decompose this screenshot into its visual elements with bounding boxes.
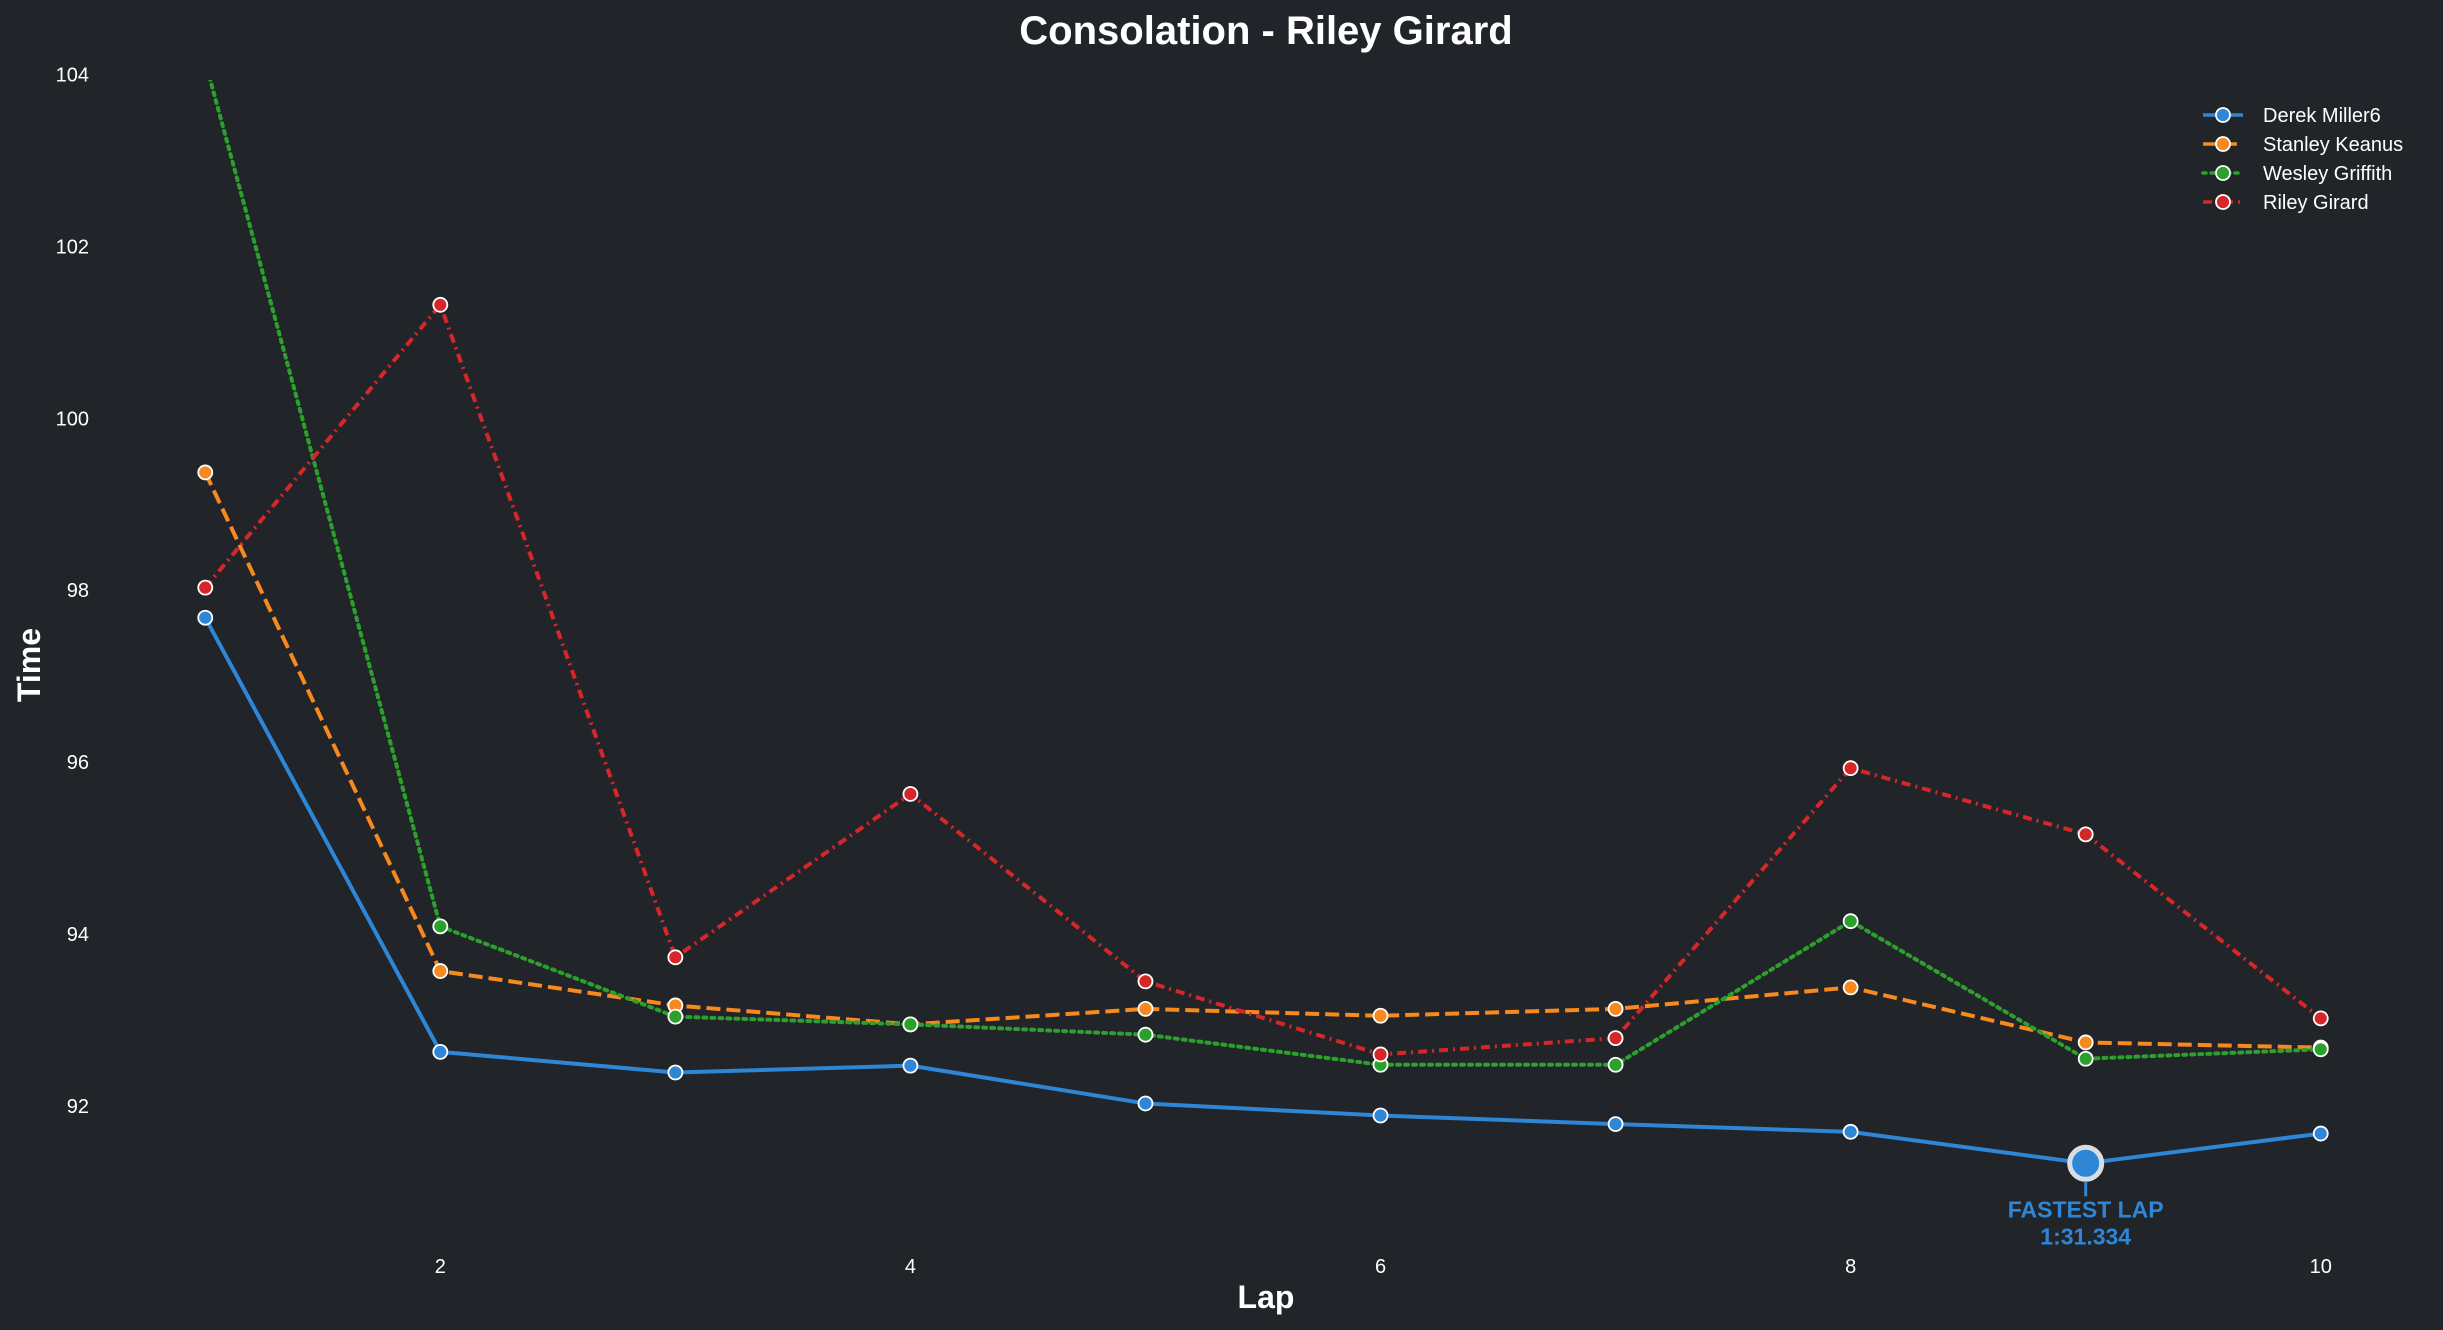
x-axis-label: Lap [1238, 1279, 1295, 1315]
series-layer [197, 80, 2329, 1172]
data-point [1607, 1116, 1624, 1132]
data-point [1137, 1000, 1154, 1017]
x-tick-label: 10 [2310, 1256, 2332, 1278]
y-tick-label: 96 [67, 752, 89, 774]
y-tick-label: 104 [56, 64, 89, 86]
data-point [1607, 1030, 1624, 1047]
data-point [2312, 1010, 2329, 1027]
series-line-wesley-griffith [208, 80, 2323, 1067]
data-point [2312, 1125, 2329, 1142]
data-point [2077, 826, 2094, 843]
data-point [902, 1057, 919, 1074]
data-point [2312, 1041, 2329, 1058]
series-wesley-griffith [208, 80, 2329, 1073]
x-tick-label: 2 [435, 1256, 446, 1278]
data-point [667, 1008, 684, 1025]
legend-label: Derek Miller6 [2263, 105, 2381, 127]
data-point [1137, 973, 1154, 990]
legend-label: Wesley Griffith [2263, 163, 2392, 185]
data-point [1372, 1107, 1389, 1124]
data-point [197, 464, 214, 481]
y-axis-ticks: 92 94 96 98 100 102 104 [56, 64, 89, 1118]
series-riley-girard [197, 296, 2329, 1063]
fastest-lap-marker [2067, 1144, 2105, 1182]
data-point [1842, 760, 1859, 777]
data-point [667, 949, 684, 966]
series-line-stanley-keanus [203, 471, 2321, 1050]
data-point [432, 918, 449, 935]
fastest-lap-time: 1:31.334 [2040, 1223, 2131, 1249]
x-axis-ticks: 2 4 6 8 10 [435, 1256, 2332, 1278]
legend-marker [2215, 136, 2231, 152]
data-point [667, 1064, 684, 1081]
x-tick-label: 4 [905, 1256, 916, 1278]
legend-item-derek-miller6: Derek Miller6 [2203, 105, 2381, 127]
data-point [1842, 1123, 1859, 1140]
data-point [432, 296, 449, 313]
data-point [1137, 1095, 1154, 1112]
x-tick-label: 8 [1845, 1256, 1856, 1278]
y-tick-label: 100 [56, 408, 89, 430]
legend-label: Riley Girard [2263, 192, 2369, 214]
legend-marker [2215, 194, 2231, 210]
data-point [1137, 1026, 1154, 1043]
legend: Derek Miller6 Stanley Keanus Wesley Griffi… [2201, 105, 2403, 214]
data-point [1372, 1007, 1389, 1024]
data-point [197, 579, 214, 596]
series-line-riley-girard [203, 302, 2322, 1057]
data-point [902, 1016, 919, 1033]
y-axis-label: Time [11, 628, 47, 702]
data-point [1607, 1000, 1624, 1017]
data-point [1607, 1056, 1624, 1073]
data-point [1842, 979, 1859, 996]
legend-item-wesley-griffith: Wesley Griffith [2201, 163, 2392, 185]
series-line-derek-miller6 [203, 616, 2321, 1166]
data-point [2077, 1050, 2094, 1067]
data-point [1372, 1046, 1389, 1063]
y-tick-label: 98 [67, 580, 89, 602]
data-point [2077, 1034, 2094, 1051]
data-point [902, 786, 919, 802]
legend-marker [2215, 107, 2231, 123]
data-point [1842, 913, 1859, 930]
chart-title: Consolation - Riley Girard [1019, 9, 1512, 53]
data-point [197, 609, 214, 626]
data-point [432, 963, 449, 979]
legend-marker [2215, 165, 2231, 181]
fastest-lap-label: FASTEST LAP [2008, 1196, 2164, 1222]
y-tick-label: 92 [67, 1096, 89, 1118]
legend-item-stanley-keanus: Stanley Keanus [2203, 134, 2403, 156]
data-point [432, 1043, 449, 1060]
y-tick-label: 94 [67, 924, 89, 946]
x-tick-label: 6 [1375, 1256, 1386, 1278]
y-tick-label: 102 [56, 236, 89, 258]
legend-item-riley-girard: Riley Girard [2203, 192, 2369, 214]
legend-label: Stanley Keanus [2263, 134, 2403, 156]
